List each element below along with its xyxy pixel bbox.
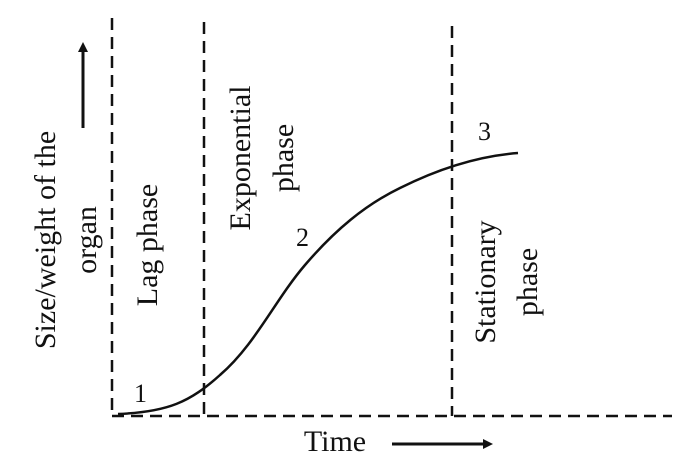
exponential-phase-label-line1: Exponential xyxy=(224,86,257,231)
stationary-phase-label-line1: Stationary xyxy=(469,220,502,343)
lag-phase-label: Lag phase xyxy=(131,184,164,306)
exponential-phase-number: 2 xyxy=(296,223,309,252)
growth-curve xyxy=(117,151,519,416)
x-axis-label: Time xyxy=(304,425,366,458)
exponential-phase-label-line2: phase xyxy=(267,124,300,192)
lag-phase-number: 1 xyxy=(134,379,147,408)
stationary-phase-label-line2: phase xyxy=(511,248,544,316)
stationary-phase-number: 3 xyxy=(478,117,491,146)
y-axis-label-line1: Size/weight of the xyxy=(29,131,62,349)
y-axis-label-line2: organ xyxy=(70,206,103,274)
